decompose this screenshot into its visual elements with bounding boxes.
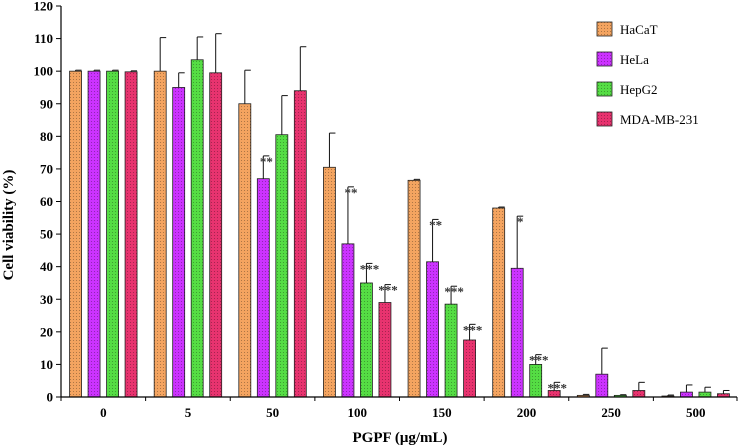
bar-pattern [529, 364, 542, 397]
significance-mark: *** [463, 322, 483, 337]
bar-pattern [378, 302, 391, 397]
y-ticks-group: 0 10 20 30 40 50 60 70 80 90 100 110 120 [34, 0, 61, 405]
bar-pattern [125, 71, 138, 398]
bar-pattern [445, 304, 458, 397]
x-tick-label: 0 [100, 405, 107, 420]
significance-mark: ** [344, 185, 357, 200]
significance-mark: *** [529, 353, 549, 368]
y-tick-label: 70 [40, 161, 53, 176]
bar-pattern [88, 71, 101, 398]
legend-swatch-pattern [597, 112, 612, 126]
bar-pattern [548, 390, 561, 397]
legend-label: HaCaT [620, 22, 658, 37]
x-ticks-group: 0 5 50 100 150 200 250 500 [60, 397, 738, 420]
bar-pattern [238, 103, 251, 397]
bar-pattern [408, 180, 421, 397]
bar-pattern [323, 167, 336, 397]
x-tick-label: 200 [517, 405, 537, 420]
y-tick-label: 100 [34, 64, 54, 79]
y-tick-label: 110 [34, 31, 53, 46]
legend-swatch-pattern [597, 52, 612, 66]
bar-pattern [492, 208, 505, 397]
bar-pattern [154, 71, 167, 398]
bar-pattern [69, 71, 82, 398]
y-tick-label: 60 [40, 194, 53, 209]
bar-pattern [209, 72, 222, 397]
bars-group [69, 59, 730, 398]
y-tick-label: 90 [40, 96, 53, 111]
y-tick-label: 20 [40, 324, 53, 339]
y-tick-label: 10 [40, 357, 53, 372]
significance-marks-group: ************************* [260, 154, 567, 395]
x-tick-label: 150 [432, 405, 452, 420]
bar-pattern [257, 178, 270, 397]
x-axis-title: PGPF (μg/mL) [352, 430, 447, 446]
legend-swatch-pattern [597, 22, 612, 36]
y-tick-label: 80 [40, 129, 53, 144]
bar-pattern [106, 71, 119, 398]
y-tick-label: 40 [40, 259, 53, 274]
bar-pattern [680, 392, 693, 397]
bar-pattern [275, 134, 288, 397]
legend-label: HepG2 [620, 82, 658, 97]
significance-mark: *** [444, 284, 464, 299]
bar-pattern [341, 243, 354, 397]
y-tick-label: 50 [40, 227, 53, 242]
significance-mark: *** [360, 261, 380, 276]
x-tick-label: 100 [347, 405, 367, 420]
bar-pattern [614, 395, 627, 397]
legend-label: HeLa [620, 52, 649, 67]
bar-pattern [191, 59, 204, 397]
x-tick-label: 500 [686, 405, 706, 420]
legend: HaCaT HeLa HepG2 MDA-MB-231 [596, 21, 699, 127]
bar-pattern [717, 393, 730, 397]
x-tick-label: 5 [185, 405, 192, 420]
significance-mark: ** [429, 217, 442, 232]
error-bars-group [75, 33, 730, 397]
y-axis-title: Cell viability (%) [1, 170, 17, 281]
significance-mark: ** [260, 154, 273, 169]
bar-pattern [595, 374, 608, 397]
bar-pattern [426, 261, 439, 397]
y-tick-label: 0 [47, 390, 54, 405]
bar-pattern [172, 87, 185, 397]
significance-mark: *** [378, 283, 398, 298]
bar-pattern [698, 392, 711, 397]
bar-pattern [577, 395, 590, 397]
legend-swatch-pattern [597, 82, 612, 96]
bar-pattern [632, 390, 645, 397]
x-tick-label: 50 [266, 405, 279, 420]
y-tick-label: 120 [34, 0, 54, 14]
x-tick-label: 250 [601, 405, 621, 420]
legend-label: MDA-MB-231 [620, 112, 699, 127]
significance-mark: *** [547, 380, 567, 395]
bar-pattern [294, 90, 307, 397]
significance-mark: * [517, 214, 524, 229]
bar-pattern [360, 282, 373, 397]
bar-pattern [463, 339, 476, 397]
y-tick-label: 30 [40, 292, 53, 307]
bar-pattern [511, 268, 524, 397]
